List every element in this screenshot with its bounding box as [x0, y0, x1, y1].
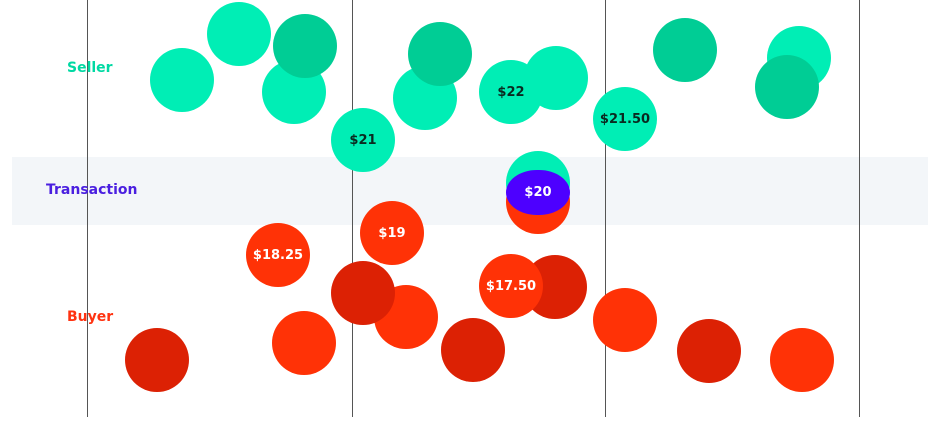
transaction-row-label: Transaction	[46, 182, 138, 198]
buyer-price-label: $18.25	[252, 247, 304, 263]
transaction-band	[12, 157, 928, 225]
seller-dot	[653, 18, 717, 82]
seller-price-label: $21	[349, 132, 377, 148]
grid-line	[87, 0, 88, 417]
grid-line	[352, 0, 353, 417]
seller-price-dot: $22	[479, 60, 543, 124]
buyer-dot	[593, 288, 657, 352]
seller-price-dot: $21.50	[593, 87, 657, 151]
seller-row-label: Seller	[67, 60, 113, 76]
buyer-dot	[125, 328, 189, 392]
seller-price-dot: $21	[331, 108, 395, 172]
buyer-dot	[677, 319, 741, 383]
buyer-price-dot: $17.50	[479, 254, 543, 318]
buyer-dot	[272, 311, 336, 375]
buyer-dot	[331, 261, 395, 325]
buyer-price-dot: $18.25	[246, 223, 310, 287]
seller-price-label: $22	[497, 84, 525, 100]
seller-dot	[150, 48, 214, 112]
buyer-dot	[770, 328, 834, 392]
grid-line	[859, 0, 860, 417]
seller-dot	[408, 22, 472, 86]
buyer-price-label: $19	[378, 225, 406, 241]
seller-dot	[755, 55, 819, 119]
transaction-price-dot: $20	[506, 170, 570, 215]
buyer-price-label: $17.50	[485, 278, 537, 294]
grid-line	[605, 0, 606, 417]
transaction-price-label: $20	[524, 185, 552, 200]
buyer-row-label: Buyer	[67, 309, 114, 325]
seller-dot	[207, 2, 271, 66]
seller-price-label: $21.50	[599, 111, 651, 127]
seller-dot	[273, 14, 337, 78]
buyer-price-dot: $19	[360, 201, 424, 265]
buyer-dot	[441, 318, 505, 382]
